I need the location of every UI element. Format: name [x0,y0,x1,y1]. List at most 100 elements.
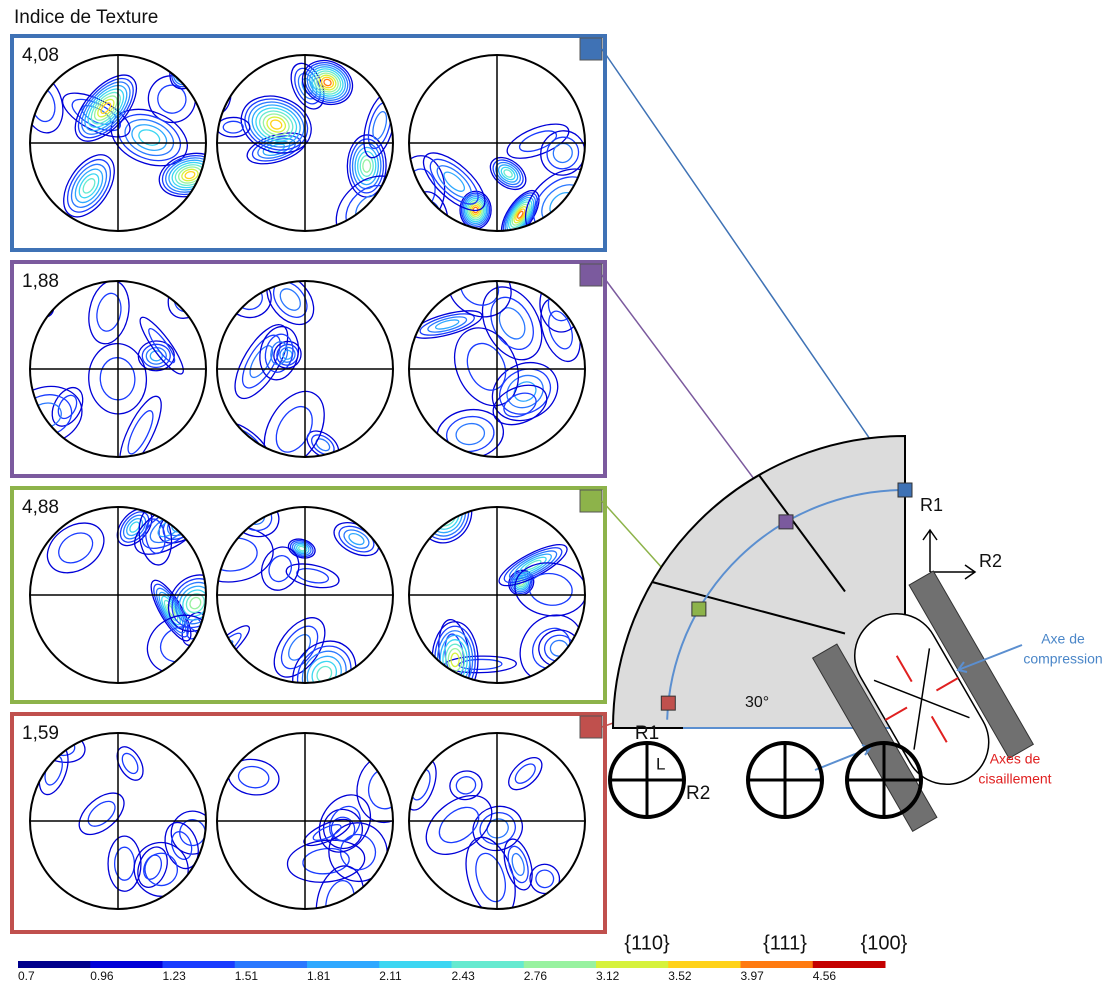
contour [513,206,528,224]
texture-index: 1,59 [22,723,59,744]
pole-circle [408,54,586,232]
contour [30,209,39,220]
contour [351,142,382,190]
pole-figure-contours [33,733,206,897]
reference-cross [748,743,822,817]
contour [362,159,372,173]
contour [372,110,388,140]
contour [175,509,199,529]
contour [110,108,188,167]
contour [46,522,105,574]
contour [290,62,325,110]
contour [313,70,342,95]
colorbar-label: 2.76 [524,969,548,983]
pole-circle [29,54,207,232]
contour [294,67,321,105]
contour [427,316,468,333]
contour [312,823,342,841]
texture-index: 1,88 [22,271,59,292]
contour [141,343,171,369]
contour [30,199,48,230]
pole-figure-contours [409,123,585,231]
contour [189,596,202,610]
contour [99,357,136,401]
ref-label: R2 [686,783,710,804]
contour [349,138,385,194]
contour [107,835,142,892]
contour [514,553,552,577]
contour [87,800,116,827]
contour [419,200,442,229]
contour [455,776,477,795]
contour [519,556,547,574]
contour [500,189,540,231]
contour [96,292,122,332]
contour [506,196,535,231]
contour [502,192,538,231]
contour [460,192,491,228]
contour [78,173,100,199]
contour [535,869,555,889]
contour [348,532,365,546]
contour [357,150,377,182]
contour [74,74,138,142]
contour [222,120,244,134]
contour [508,550,558,580]
sector [611,434,906,729]
contour [266,116,287,133]
contour [424,507,467,537]
contour [511,852,525,876]
contour [539,281,584,333]
pole-figure-contours [30,281,206,457]
contour [241,334,281,389]
arc [666,489,906,720]
contour [116,746,144,781]
contour [171,507,203,533]
contour [30,385,83,445]
contour [506,123,570,159]
axis-arrows [922,528,977,580]
contour [489,156,527,191]
contour [552,142,573,164]
contour [66,158,112,213]
contour [263,390,325,457]
shear-lines [873,648,970,750]
contour [311,68,344,97]
contour [516,210,524,219]
contour [227,758,280,796]
contour [149,350,163,362]
contour [556,738,585,758]
contour [143,854,163,880]
contour [436,165,472,199]
shear-label: Axes de [990,751,1041,767]
contour [184,63,191,72]
contour [343,529,370,549]
contour [88,342,148,415]
contour [497,164,519,183]
contour [507,845,529,884]
contour [227,507,280,538]
ref-label: R1 [635,723,659,744]
contour [266,281,315,326]
contour [173,281,206,313]
contour [150,579,192,642]
contour [504,194,537,231]
contour [61,92,131,138]
contour [145,518,166,555]
compression-label: Axe de [1041,631,1085,647]
contour [339,833,377,871]
contour [285,563,340,589]
colorbar-label: 0.96 [90,969,114,983]
contour [434,319,460,330]
contour [264,333,294,373]
colorbar-segment [18,961,91,968]
contour [295,544,308,553]
contour [74,168,104,204]
contour [184,170,196,180]
contour [436,408,505,457]
contour [100,102,112,114]
contour [51,386,84,427]
contour [303,818,351,847]
compression-label: compression [1023,651,1102,667]
